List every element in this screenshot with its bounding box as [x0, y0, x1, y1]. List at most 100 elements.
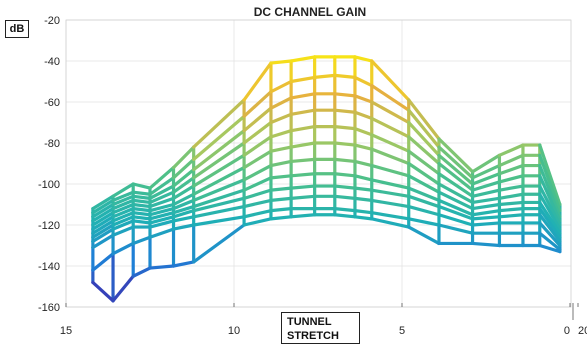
- mesh-row-segment: [91, 233, 115, 250]
- mesh-row-segment: [289, 172, 317, 178]
- mesh-row-segment: [313, 73, 337, 80]
- mesh-row-segment: [131, 215, 152, 221]
- mesh-row-segment: [192, 188, 246, 209]
- mesh-row-segment: [333, 194, 357, 200]
- y-axis: -20 -40 -60 -80 -100 -120 -140 -160: [38, 15, 60, 314]
- mesh-row-segment: [242, 61, 273, 102]
- mesh-row-segment: [171, 209, 196, 219]
- mesh-row-segment: [131, 235, 152, 246]
- mesh-row-segment: [437, 213, 475, 227]
- mesh-row-segment: [333, 124, 357, 131]
- mesh-row-segment: [242, 217, 273, 227]
- mesh-row-segment: [353, 159, 374, 168]
- mesh-row-segment: [289, 157, 317, 164]
- mesh-row-segment: [497, 200, 525, 207]
- mesh-row-segment: [171, 145, 196, 170]
- mesh-row-segment: [242, 120, 273, 145]
- mesh-row-segment: [111, 207, 135, 219]
- mesh-row-segment: [269, 96, 293, 110]
- mesh-row-segment: [437, 153, 475, 186]
- mesh-row-segment: [148, 190, 176, 205]
- mesh-row-segment: [148, 202, 176, 213]
- mesh-row-segment: [148, 207, 176, 217]
- mesh-row-segment: [437, 161, 475, 192]
- mesh-row-segment: [171, 157, 196, 180]
- mesh-row-segment: [91, 194, 115, 211]
- mesh-row-segment: [171, 260, 196, 268]
- mesh-row-segment: [538, 153, 562, 213]
- mesh-row-segment: [538, 174, 562, 223]
- mesh-row-segment: [111, 194, 135, 207]
- surface-mesh: [91, 55, 562, 303]
- mesh-row-segment: [470, 202, 502, 211]
- mesh-row-segment: [353, 110, 374, 121]
- mesh-row-segment: [470, 163, 502, 180]
- mesh-row-segment: [148, 211, 176, 221]
- mesh-row-segment: [242, 198, 273, 209]
- mesh-row-segment: [538, 200, 562, 235]
- mesh-row-segment: [269, 174, 293, 180]
- mesh-row-segment: [370, 83, 411, 112]
- mesh-row-segment: [171, 168, 196, 188]
- mesh-row-segment: [171, 192, 196, 207]
- mesh-row-segment: [269, 112, 293, 125]
- mesh-row-segment: [289, 194, 317, 200]
- mesh-row-segment: [407, 225, 441, 246]
- mesh-row-segment: [192, 98, 246, 149]
- mesh-row-segment: [148, 219, 176, 229]
- mesh-row-segment: [171, 215, 196, 223]
- mesh-row-segment: [269, 59, 293, 65]
- mesh-row-segment: [538, 163, 562, 219]
- mesh-row-segment: [148, 215, 176, 225]
- mesh-row-segment: [192, 114, 246, 161]
- mesh-row-segment: [111, 241, 135, 256]
- plot-area: [65, 19, 572, 308]
- mesh-row-segment: [91, 223, 115, 239]
- mesh-row-segment: [91, 207, 115, 223]
- mesh-row-segment: [538, 213, 562, 243]
- mesh-row-segment: [111, 202, 135, 215]
- mesh-row-segment: [497, 192, 525, 200]
- mesh-row-segment: [370, 198, 411, 209]
- mesh-row-segment: [289, 141, 317, 149]
- mesh-row-segment: [269, 145, 293, 153]
- mesh-row-segment: [437, 172, 475, 198]
- mesh-row-segment: [470, 209, 502, 217]
- mesh-row-segment: [370, 147, 411, 166]
- mesh-row-segment: [370, 211, 411, 221]
- mesh-row-segment: [171, 198, 196, 211]
- mesh-row-segment: [192, 178, 246, 202]
- mesh-row-segment: [289, 108, 317, 116]
- mesh-row-segment: [538, 184, 562, 227]
- mesh-row-segment: [91, 280, 115, 303]
- mesh-row-segment: [470, 180, 502, 192]
- mesh-row-segment: [370, 163, 411, 178]
- mesh-row-segment: [470, 172, 502, 186]
- mesh-row-segment: [497, 153, 525, 168]
- mesh-row-segment: [333, 213, 357, 219]
- mesh-row-segment: [333, 92, 357, 98]
- chart-title: DC CHANNEL GAIN: [254, 5, 366, 19]
- mesh-row-segment: [131, 182, 152, 190]
- mesh-row-segment: [148, 196, 176, 209]
- mesh-row-segment: [353, 94, 374, 104]
- mesh-row-segment: [333, 184, 357, 190]
- mesh-row-segment: [497, 213, 525, 219]
- mesh-row-segment: [470, 188, 502, 198]
- mesh-row-segment: [91, 202, 115, 219]
- mesh-row-segment: [111, 190, 135, 202]
- mesh-row-segment: [269, 196, 293, 202]
- mesh-row-segment: [192, 141, 246, 180]
- mesh-row-segment: [470, 241, 502, 248]
- mesh-row-segment: [171, 184, 196, 200]
- mesh-row-segment: [192, 196, 246, 213]
- mesh-row-segment: [497, 184, 525, 192]
- mesh-row-segment: [148, 227, 176, 239]
- mesh-row-segment: [538, 221, 562, 248]
- mesh-row-segment: [497, 163, 525, 176]
- mesh-row-segment: [269, 215, 293, 221]
- unit-label: dB: [5, 20, 29, 38]
- mesh-row-segment: [333, 207, 357, 213]
- y-tick-label: -100: [38, 179, 60, 191]
- mesh-row-segment: [131, 207, 152, 213]
